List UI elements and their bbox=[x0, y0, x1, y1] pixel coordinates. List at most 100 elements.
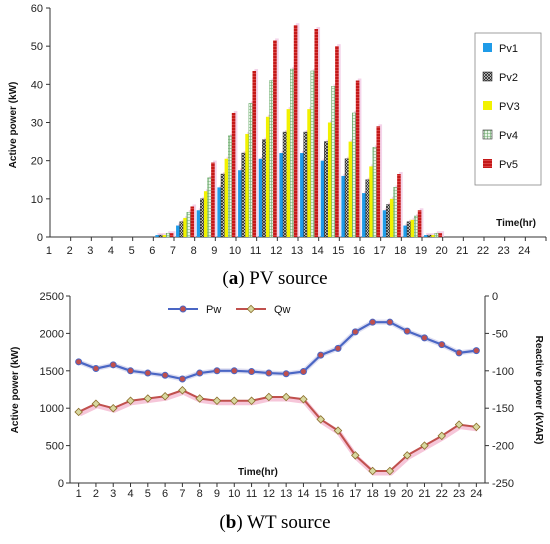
pv-x-ticks: 1 2 3 4 5 6 7 8 9 10 11 12 13 14 15 16 17 18 19 20 21 22 23 24 bbox=[46, 245, 531, 257]
pv-legend-label: PV3 bbox=[499, 101, 520, 113]
wt-qw-point bbox=[247, 396, 256, 405]
wt-pw-point bbox=[109, 361, 117, 369]
wt-qw-point bbox=[351, 451, 360, 460]
pv-x-tick-label: 9 bbox=[211, 245, 217, 257]
pv-x-tick-label: 19 bbox=[415, 245, 427, 257]
pv-bar-pv3 bbox=[431, 235, 435, 237]
pv-bar-pv1 bbox=[403, 225, 407, 237]
pv-bar-pv3 bbox=[224, 158, 229, 237]
wt-y-tick-label: 1500 bbox=[40, 366, 64, 378]
wt-qw-point bbox=[333, 426, 343, 435]
wt-x-tick-label: 10 bbox=[228, 488, 240, 500]
pv-bar-pv5 bbox=[293, 25, 298, 237]
wt-pw-point bbox=[334, 344, 342, 352]
pv-bar-pv3 bbox=[348, 141, 353, 237]
wt-pw-point bbox=[92, 365, 100, 373]
pv-bar-pv4 bbox=[165, 232, 170, 238]
pv-y-tick-label: 30 bbox=[31, 118, 43, 130]
pv-bars bbox=[155, 23, 445, 238]
pv-bar-pv5 bbox=[231, 112, 236, 237]
pv-x-tick-label: 6 bbox=[149, 245, 155, 257]
pv-bar-pv4 bbox=[352, 112, 357, 238]
pv-bar-pv2 bbox=[303, 131, 308, 238]
pv-bar-pv3 bbox=[265, 116, 270, 237]
pv-bar-pv5 bbox=[438, 233, 443, 237]
pv-bar-pv1 bbox=[341, 175, 345, 237]
wt-x-tick-label: 2 bbox=[93, 488, 99, 500]
wt-y-tick-label: 2500 bbox=[40, 291, 64, 303]
pv-bar-pv3 bbox=[369, 166, 373, 237]
wt-x-tick-label: 5 bbox=[145, 488, 151, 500]
pv-legend: Pv1 Pv2 PV3 Pv4 Pv5 bbox=[474, 32, 542, 186]
wt-y-tick-label-right: -50 bbox=[492, 328, 508, 340]
wt-pw-point bbox=[248, 368, 256, 376]
wt-qw-point bbox=[281, 392, 291, 402]
pv-bar-pv4 bbox=[269, 80, 274, 238]
wt-y-axis-label-right: Reactive power (kVAR) bbox=[533, 336, 544, 445]
pv-x-tick-label: 15 bbox=[332, 245, 344, 257]
wt-qw-line-shadow bbox=[78, 389, 478, 476]
wt-qw-point bbox=[108, 403, 118, 413]
pv-bar-shadow bbox=[254, 68, 259, 237]
pv-legend-swatch bbox=[482, 71, 493, 82]
pv-x-tick-label: 1 bbox=[46, 245, 52, 257]
pv-bar-pv2 bbox=[262, 139, 267, 238]
wt-qw-point bbox=[316, 415, 325, 424]
pv-bar-pv2 bbox=[158, 234, 163, 238]
wt-y-tick-label-right: -200 bbox=[492, 441, 514, 453]
wt-caption-text: WT source bbox=[243, 512, 331, 533]
pv-bar-pv4 bbox=[290, 68, 295, 238]
wt-y-ticks-left: 0 500 1000 1500 2000 2500 bbox=[40, 291, 64, 490]
pv-bar-pv2 bbox=[241, 152, 246, 238]
pv-x-tick-label: 23 bbox=[498, 245, 510, 257]
wt-x-tick-label: 24 bbox=[470, 488, 482, 500]
wt-y-tick-label: 1000 bbox=[40, 403, 64, 415]
pv-bar-pv2 bbox=[386, 204, 391, 238]
wt-pw-point bbox=[455, 349, 463, 357]
pv-bar-pv4 bbox=[372, 147, 377, 238]
wt-x-tick-label: 13 bbox=[280, 488, 292, 500]
pv-bar-pv3 bbox=[162, 235, 167, 237]
pv-x-tick-label: 4 bbox=[108, 245, 114, 257]
pv-x-tick-label: 2 bbox=[67, 245, 73, 257]
wt-pw-point bbox=[369, 318, 377, 326]
wt-qw-point bbox=[420, 441, 429, 450]
pv-legend-swatch bbox=[483, 43, 492, 52]
wt-pw-point bbox=[403, 327, 411, 335]
pv-bar-pv2 bbox=[282, 131, 287, 238]
pv-x-tick-label: 13 bbox=[291, 245, 303, 257]
wt-x-tick-label: 11 bbox=[246, 488, 257, 500]
pv-x-tick-label: 12 bbox=[270, 245, 282, 257]
wt-pw-point bbox=[213, 367, 221, 375]
pv-axes bbox=[46, 7, 547, 241]
pv-x-tick-label: 16 bbox=[353, 245, 365, 257]
wt-pw-line-shadow bbox=[77, 319, 477, 382]
wt-qw-point bbox=[212, 396, 222, 405]
pv-bar-pv1 bbox=[279, 153, 283, 237]
pv-bar-shadow bbox=[295, 23, 300, 237]
wt-pw-point bbox=[438, 341, 446, 349]
wt-x-axis-label: Time(hr) bbox=[238, 467, 278, 478]
wt-qw-point bbox=[368, 466, 377, 476]
pv-bar-pv4 bbox=[227, 135, 232, 238]
pv-legend-swatch bbox=[483, 159, 492, 168]
wt-qw-point bbox=[160, 391, 170, 401]
wt-pw-point bbox=[282, 370, 290, 378]
wt-y-tick-label: 0 bbox=[58, 478, 64, 490]
pv-bar-pv5 bbox=[314, 28, 319, 237]
pv-x-tick-label: 18 bbox=[394, 245, 406, 257]
pv-legend-swatch bbox=[483, 101, 492, 110]
wt-chart: 1 2 3 4 5 6 7 8 9 10 11 12 13 14 15 16 17 18 19 20 21 22 23 24 … bbox=[10, 291, 544, 533]
wt-pw-point bbox=[317, 351, 325, 359]
pv-bar-pv2 bbox=[324, 141, 329, 238]
pv-bar-pv5 bbox=[211, 162, 215, 237]
wt-pw-point bbox=[472, 347, 480, 355]
pv-x-tick-label: 7 bbox=[170, 245, 176, 257]
pv-bar-pv2 bbox=[200, 198, 205, 238]
pv-x-tick-label: 14 bbox=[312, 245, 324, 257]
pv-y-tick-label: 40 bbox=[31, 79, 43, 91]
wt-x-tick-label: 9 bbox=[214, 488, 220, 500]
pv-bar-pv1 bbox=[300, 153, 304, 237]
pv-bar-shadow bbox=[213, 160, 217, 237]
pv-y-tick-label: 50 bbox=[31, 41, 43, 53]
